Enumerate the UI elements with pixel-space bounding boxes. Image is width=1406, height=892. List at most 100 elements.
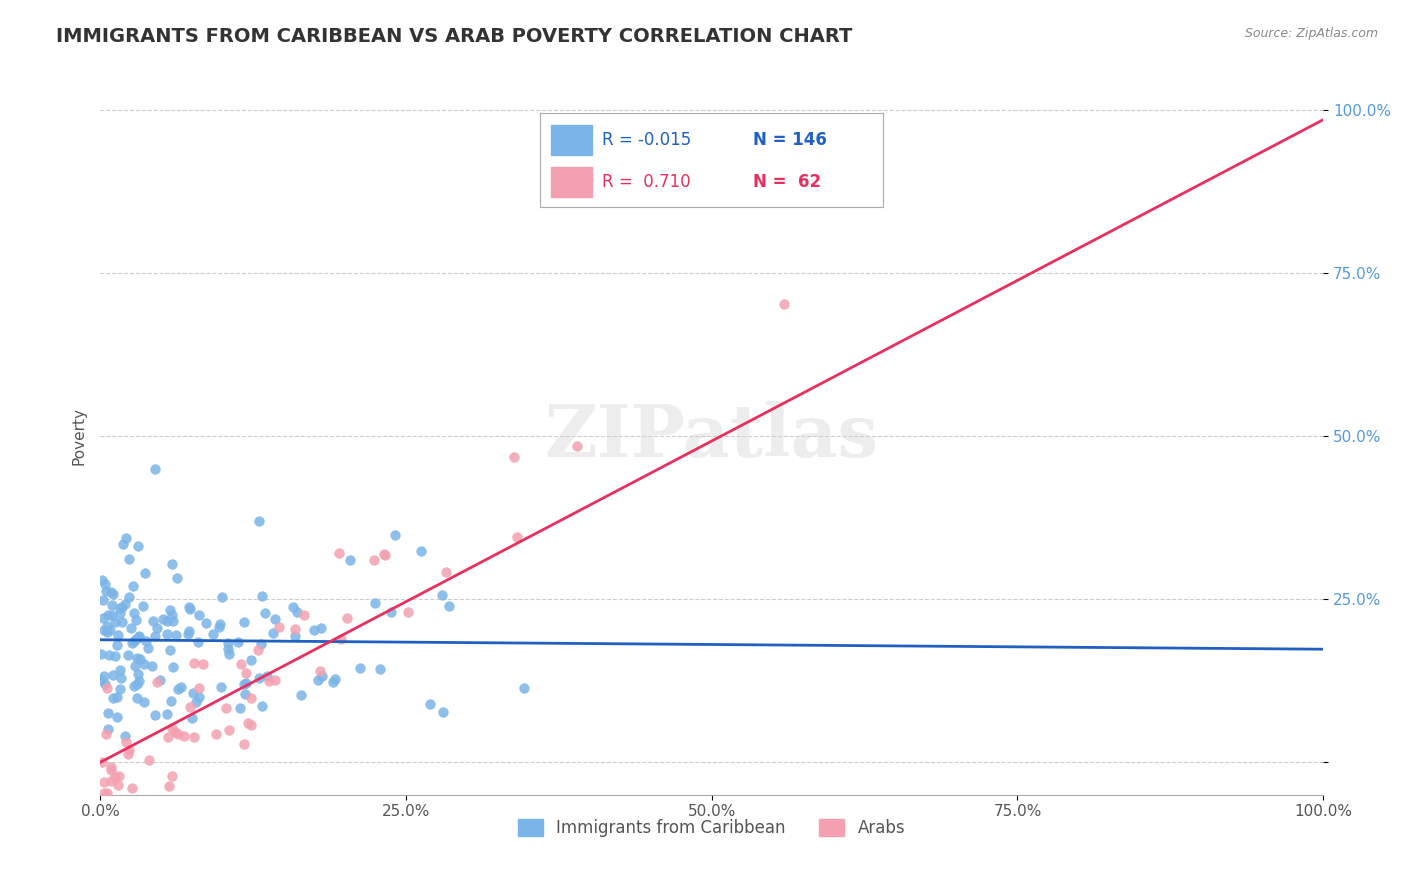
Point <box>138 753 160 767</box>
Point <box>292 608 315 623</box>
Point <box>264 612 287 626</box>
Point <box>188 681 211 696</box>
Point <box>226 634 249 648</box>
Point <box>104 648 127 663</box>
Point <box>565 440 588 454</box>
Point <box>128 629 150 643</box>
Point <box>250 698 273 713</box>
Point <box>233 677 256 691</box>
Point <box>124 613 146 627</box>
Point <box>98 648 121 662</box>
Point <box>349 661 371 675</box>
Point <box>124 659 146 673</box>
Point <box>209 680 232 694</box>
Point <box>101 598 124 612</box>
Point <box>311 669 333 683</box>
Point <box>104 615 127 629</box>
Point <box>505 530 527 544</box>
Point <box>94 584 117 599</box>
Point <box>111 599 134 614</box>
Point <box>772 297 794 311</box>
Point <box>166 571 188 585</box>
Point <box>97 608 120 623</box>
Point <box>157 730 180 744</box>
Point <box>96 619 118 633</box>
Point <box>373 547 395 561</box>
Point <box>110 606 132 620</box>
Point <box>143 629 166 643</box>
Point <box>156 706 179 721</box>
Point <box>125 691 148 706</box>
Point <box>188 690 211 704</box>
Point <box>114 531 136 545</box>
Point <box>163 725 186 739</box>
Point <box>257 674 280 689</box>
Point <box>432 705 454 719</box>
Point <box>101 587 124 601</box>
Point <box>396 606 419 620</box>
Point <box>250 636 273 650</box>
Point <box>166 681 188 696</box>
Point <box>368 662 391 676</box>
Point <box>136 640 159 655</box>
Point <box>208 619 231 633</box>
Point <box>336 611 359 625</box>
Point <box>184 695 207 709</box>
Point <box>100 764 122 778</box>
Point <box>328 546 350 560</box>
Point <box>302 623 325 637</box>
Point <box>115 734 138 748</box>
Point <box>93 624 115 638</box>
Point <box>167 726 190 740</box>
Point <box>108 600 131 615</box>
Point <box>127 539 149 553</box>
Point <box>183 730 205 744</box>
Point <box>122 606 145 620</box>
Point <box>112 537 135 551</box>
Point <box>138 793 160 807</box>
Point <box>108 681 131 696</box>
Point <box>128 630 150 644</box>
Point <box>162 614 184 628</box>
Point <box>235 665 257 680</box>
Point <box>217 635 239 649</box>
Point <box>411 544 433 558</box>
Point <box>284 629 307 643</box>
Point <box>93 786 115 800</box>
Point <box>162 769 184 783</box>
Point <box>285 605 308 619</box>
Point <box>104 807 127 822</box>
Point <box>107 769 129 783</box>
Point <box>142 614 165 628</box>
Point <box>177 627 200 641</box>
Point <box>205 727 228 741</box>
Point <box>145 674 167 689</box>
Text: Source: ZipAtlas.com: Source: ZipAtlas.com <box>1244 27 1378 40</box>
Point <box>380 605 402 619</box>
Point <box>156 614 179 628</box>
Point <box>262 626 284 640</box>
Point <box>93 677 115 691</box>
Point <box>91 593 114 607</box>
Point <box>284 623 307 637</box>
Point <box>132 599 155 614</box>
Point <box>239 653 262 667</box>
Point <box>141 659 163 673</box>
Point <box>218 723 240 737</box>
Point <box>513 681 536 696</box>
Point <box>215 701 238 715</box>
Point <box>201 626 224 640</box>
Point <box>100 607 122 622</box>
Point <box>100 585 122 599</box>
Point <box>91 573 114 587</box>
Point <box>211 590 233 604</box>
Point <box>128 674 150 689</box>
Point <box>96 787 118 801</box>
Point <box>217 641 239 656</box>
Point <box>159 693 181 707</box>
Point <box>233 687 256 701</box>
Point <box>256 669 278 683</box>
Point <box>363 596 385 610</box>
Point <box>330 632 353 647</box>
Legend: Immigrants from Caribbean, Arabs: Immigrants from Caribbean, Arabs <box>512 813 912 844</box>
